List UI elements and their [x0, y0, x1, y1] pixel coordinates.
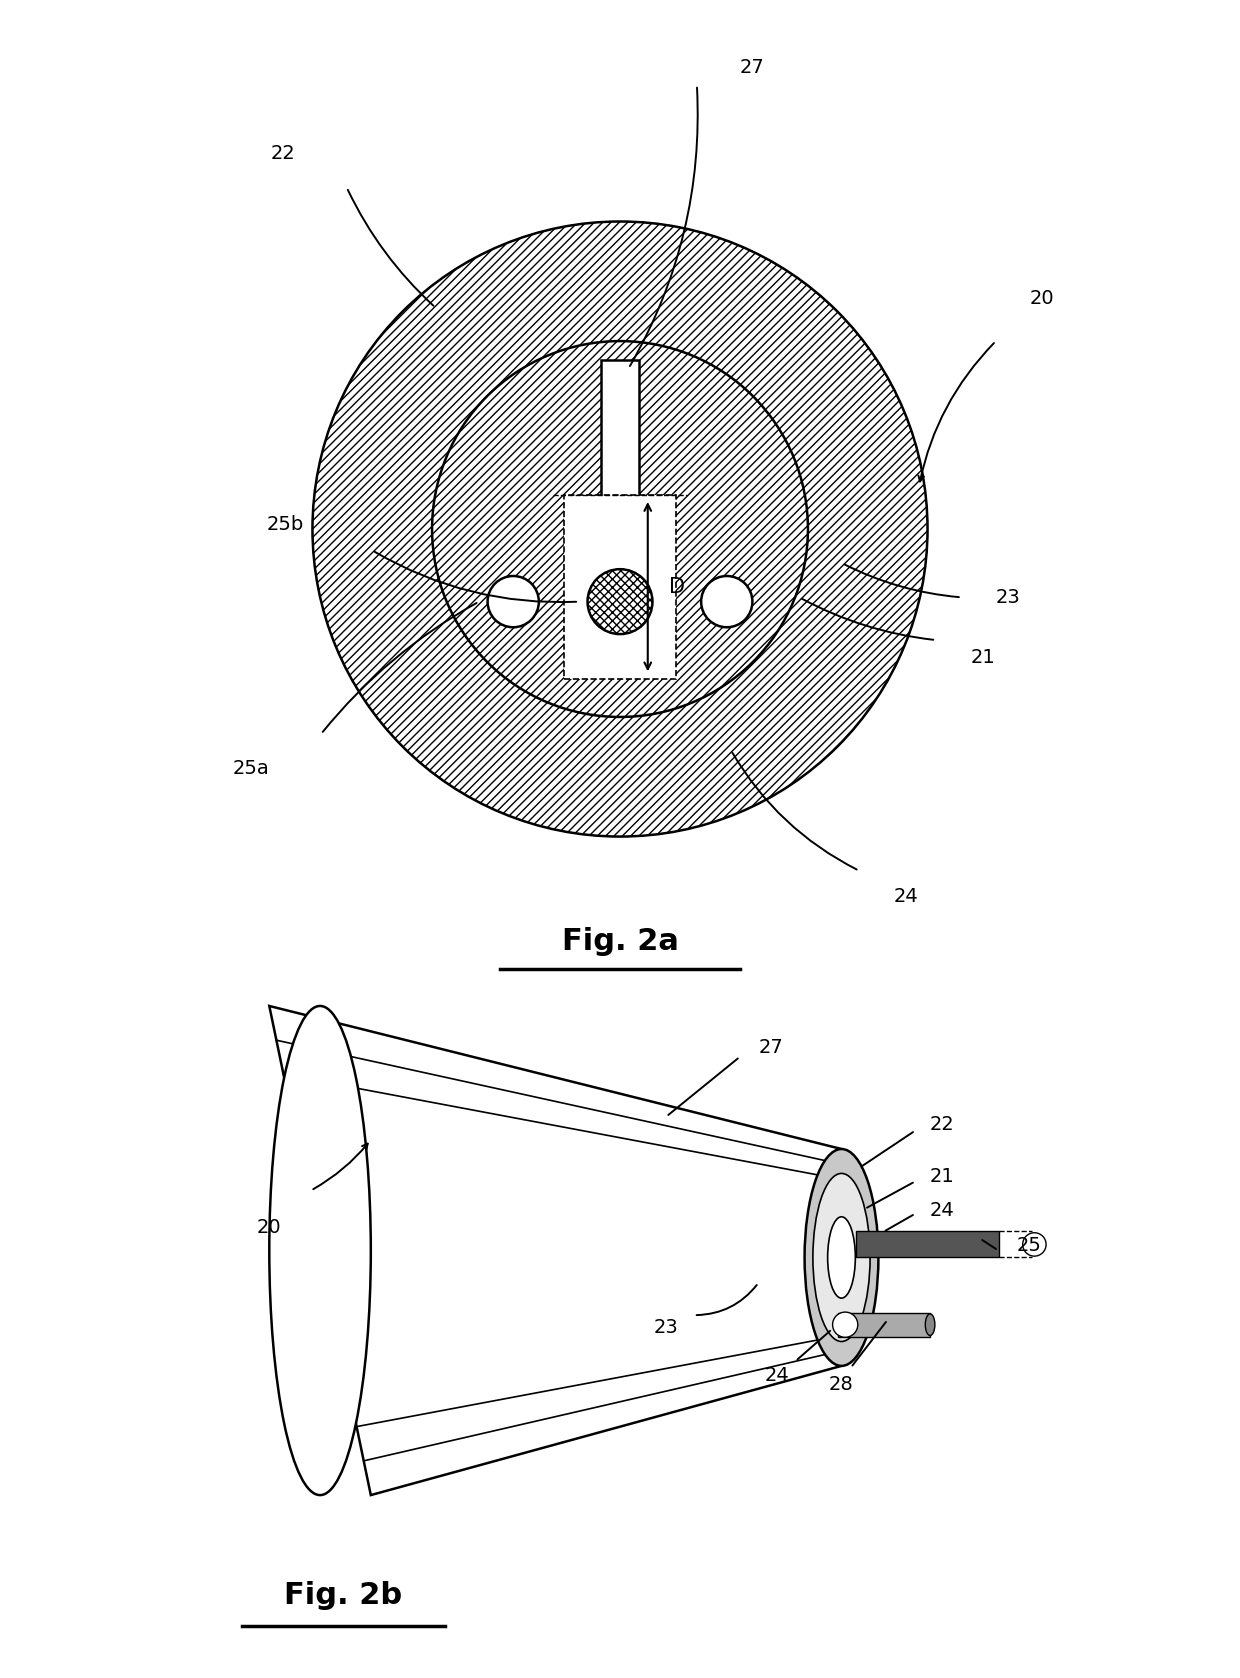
Text: 24: 24 — [765, 1366, 790, 1384]
Text: 25a: 25a — [233, 758, 270, 777]
Circle shape — [432, 341, 808, 717]
Text: 22: 22 — [270, 144, 295, 163]
Text: 25b: 25b — [267, 515, 304, 534]
Text: 23: 23 — [653, 1317, 678, 1337]
Text: 22: 22 — [929, 1114, 954, 1134]
Ellipse shape — [269, 1007, 371, 1495]
Circle shape — [701, 576, 753, 628]
Text: 27: 27 — [739, 59, 764, 77]
Text: 23: 23 — [996, 587, 1021, 607]
Text: 20: 20 — [257, 1218, 281, 1237]
Ellipse shape — [925, 1314, 935, 1336]
Circle shape — [588, 569, 652, 634]
Text: 28: 28 — [830, 1374, 854, 1394]
Circle shape — [1023, 1233, 1047, 1257]
Circle shape — [312, 221, 928, 837]
Ellipse shape — [827, 1217, 856, 1299]
Text: 20: 20 — [1030, 289, 1055, 307]
Circle shape — [832, 1312, 858, 1337]
Ellipse shape — [813, 1173, 870, 1341]
Ellipse shape — [805, 1149, 878, 1366]
Bar — [564, 495, 676, 678]
Polygon shape — [838, 1312, 930, 1337]
Polygon shape — [269, 1007, 842, 1495]
Text: 24: 24 — [929, 1201, 954, 1220]
Text: 21: 21 — [929, 1168, 954, 1186]
Text: 21: 21 — [970, 648, 994, 666]
Text: 24: 24 — [893, 888, 918, 906]
Text: 27: 27 — [759, 1039, 784, 1057]
Text: Fig. 2b: Fig. 2b — [284, 1581, 402, 1611]
Text: D: D — [670, 577, 686, 597]
Bar — [600, 359, 640, 539]
Circle shape — [487, 576, 539, 628]
Polygon shape — [857, 1232, 999, 1257]
Text: Fig. 2a: Fig. 2a — [562, 928, 678, 956]
Text: 25: 25 — [1017, 1237, 1042, 1255]
